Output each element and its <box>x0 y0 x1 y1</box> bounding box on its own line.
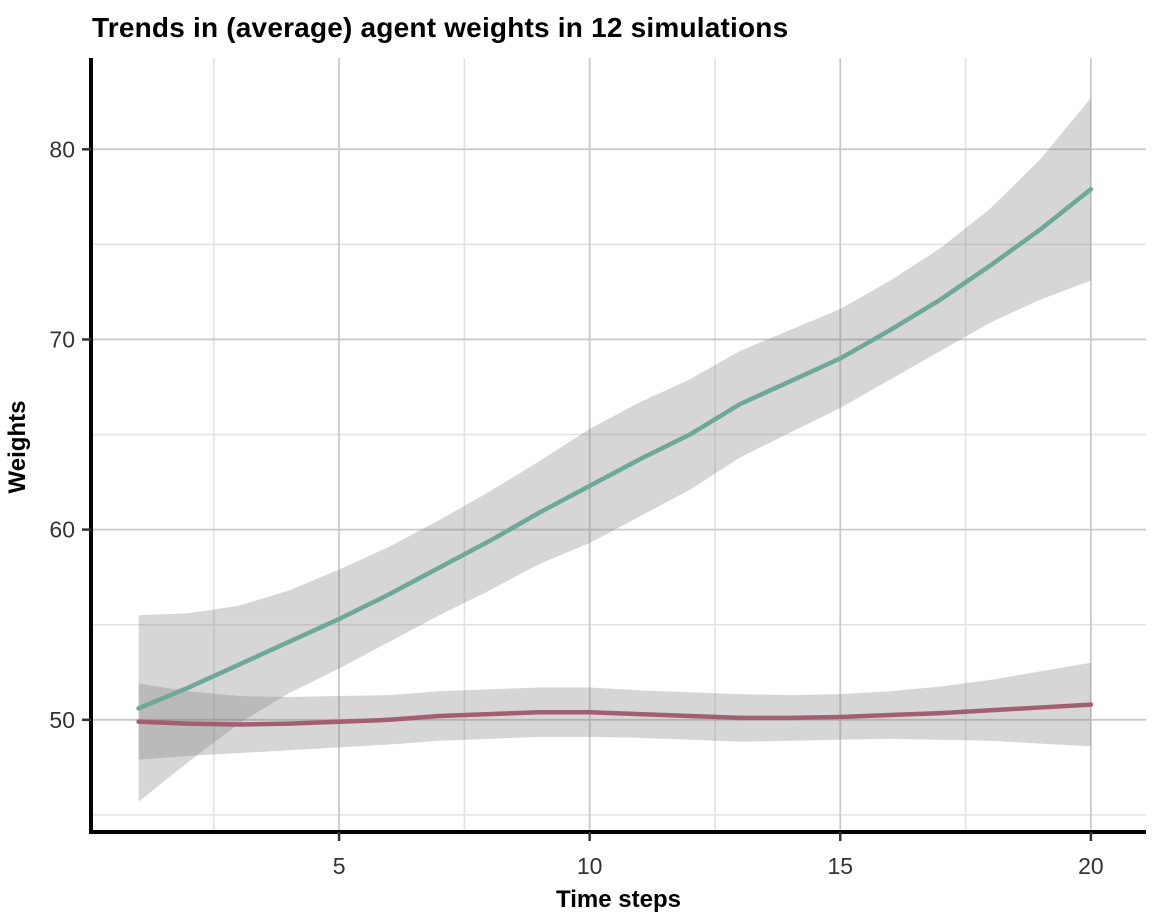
x-axis-title: Time steps <box>556 886 681 913</box>
x-tick-label: 5 <box>333 853 346 879</box>
y-tick-label: 70 <box>49 326 75 352</box>
flat-weights-smooth-line <box>136 702 1094 727</box>
chart-title: Trends in (average) agent weights in 12 … <box>92 12 789 43</box>
rising-weights-smooth-confidence-ribbon <box>138 97 1091 802</box>
y-tick-label: 50 <box>49 707 75 733</box>
x-tick-label: 20 <box>1078 853 1104 879</box>
rising-weights-smooth-line <box>136 186 1094 711</box>
y-tick-label: 60 <box>49 517 75 543</box>
x-tick-label: 15 <box>827 853 853 879</box>
y-tick-label: 80 <box>49 136 75 162</box>
x-tick-label: 10 <box>577 853 603 879</box>
